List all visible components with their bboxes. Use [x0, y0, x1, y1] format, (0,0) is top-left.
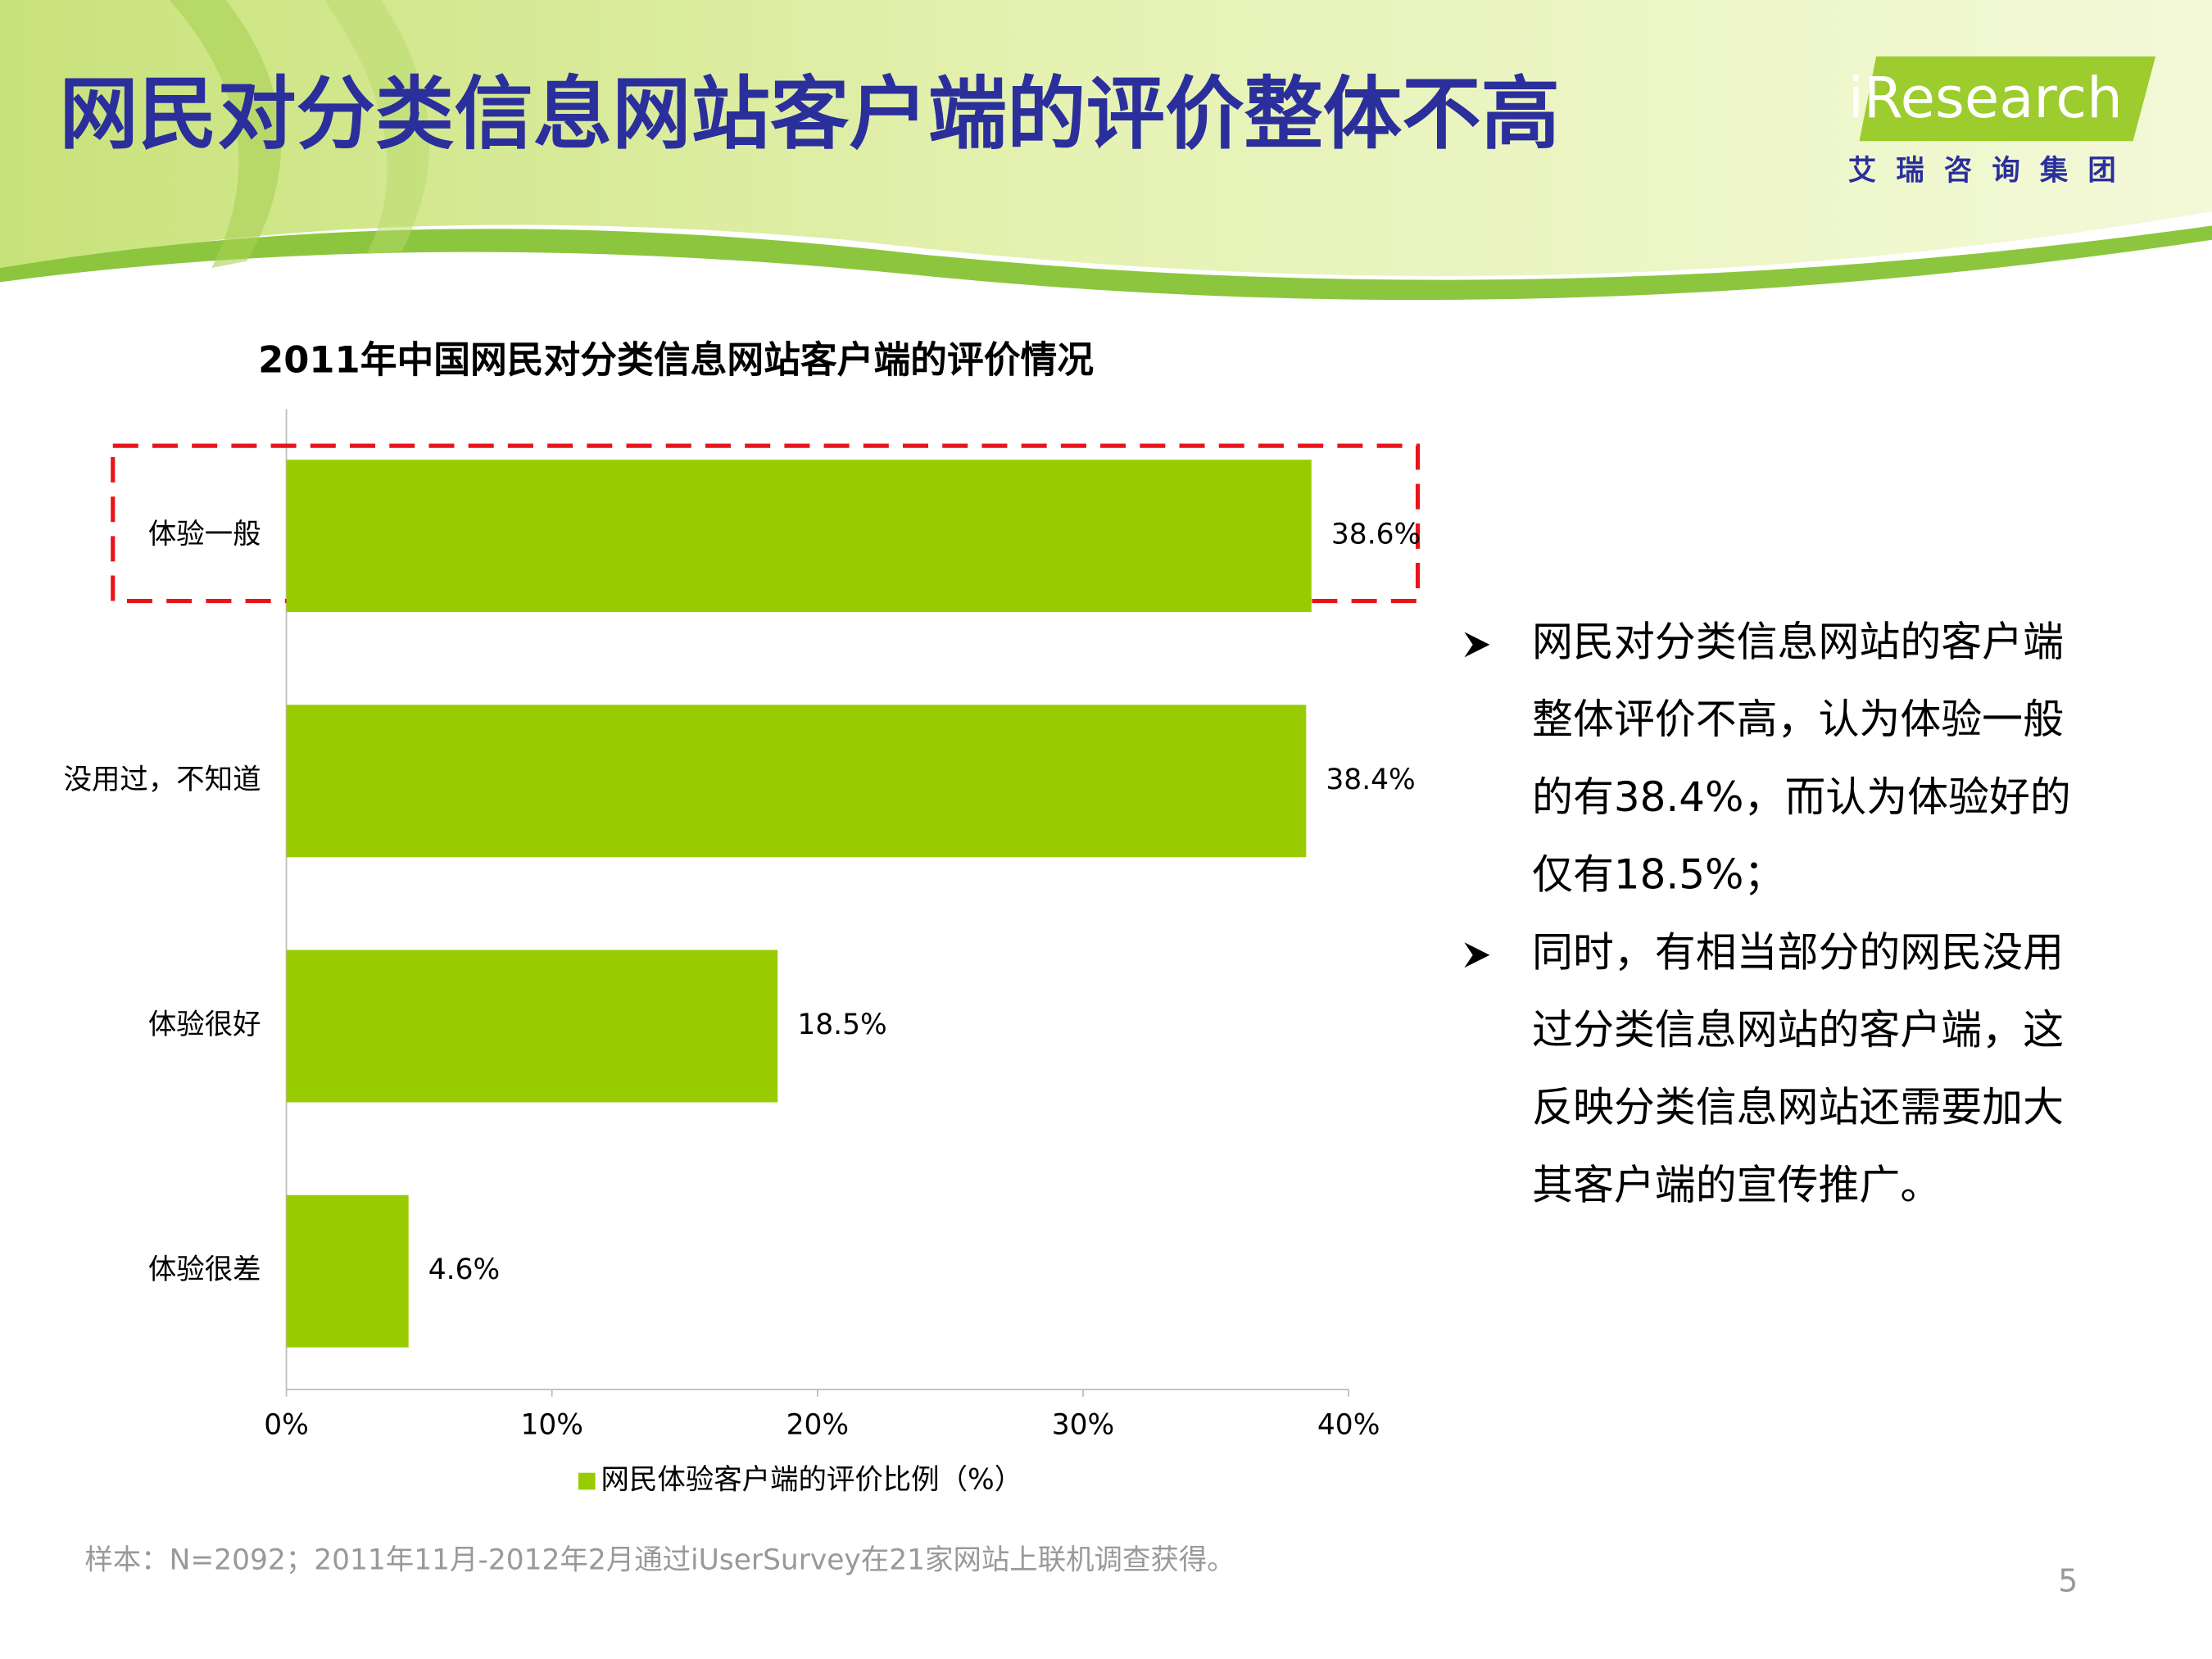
x-tick-label: 10%: [520, 1408, 583, 1441]
bullet-text: 其客户端的宣传推广。: [1532, 1161, 1941, 1208]
value-label: 18.5%: [797, 1009, 886, 1041]
logo-badge: [1859, 56, 2156, 142]
bullet-text: 网民对分类信息网站的客户端: [1532, 618, 2064, 665]
footer-note: 样本：N=2092；2011年11月-2012年2月通过iUserSurvey在…: [84, 1544, 1235, 1577]
legend-swatch: [578, 1472, 596, 1490]
chart-title: 2011年中国网民对分类信息网站客户端的评价情况: [258, 338, 1094, 382]
bullet-text: 仅有18.5%；: [1532, 851, 1784, 899]
header-leaf: [169, 0, 282, 269]
y-tick-label: 没用过，不知道: [64, 764, 261, 796]
x-tick-label: 30%: [1052, 1408, 1115, 1441]
bullet-text: 的有38.4%，而认为体验好的: [1532, 773, 2071, 821]
logo: iResearch: [1848, 66, 2123, 131]
bar: [286, 1194, 409, 1348]
legend-label: 网民体验客户端的评价比例（%）: [601, 1464, 1023, 1497]
bar: [286, 460, 1312, 613]
header-swoosh: [0, 225, 2212, 301]
bar: [286, 705, 1307, 858]
value-label: 4.6%: [428, 1253, 500, 1286]
bullet-text: 整体评价不高，认为体验一般: [1532, 696, 2064, 743]
y-tick-label: 体验很好: [148, 1009, 261, 1041]
value-label: 38.4%: [1326, 764, 1415, 796]
bullet-arrow: [1464, 632, 1490, 658]
y-tick-label: 体验很差: [148, 1253, 261, 1286]
x-tick-label: 20%: [786, 1408, 850, 1441]
x-tick-label: 0%: [264, 1408, 309, 1441]
bullet-text: 同时，有相当部分的网民没用: [1532, 928, 2064, 976]
header-band: [0, 0, 2212, 277]
logo-subtitle: 艾瑞咨询集团: [1848, 155, 2136, 188]
y-tick-label: 体验一般: [148, 519, 261, 551]
page-title: 网民对分类信息网站客户端的评价整体不高: [59, 69, 1560, 161]
bullet-text: 过分类信息网站的客户端，这: [1532, 1006, 2064, 1054]
bar: [286, 950, 778, 1103]
bullet-arrow: [1464, 942, 1490, 968]
page-number: 5: [2058, 1563, 2078, 1599]
x-tick-label: 40%: [1317, 1408, 1380, 1441]
header-leaf: [324, 0, 429, 254]
value-label: 38.6%: [1331, 519, 1421, 551]
bullet-text: 反映分类信息网站还需要加大: [1532, 1084, 2064, 1131]
